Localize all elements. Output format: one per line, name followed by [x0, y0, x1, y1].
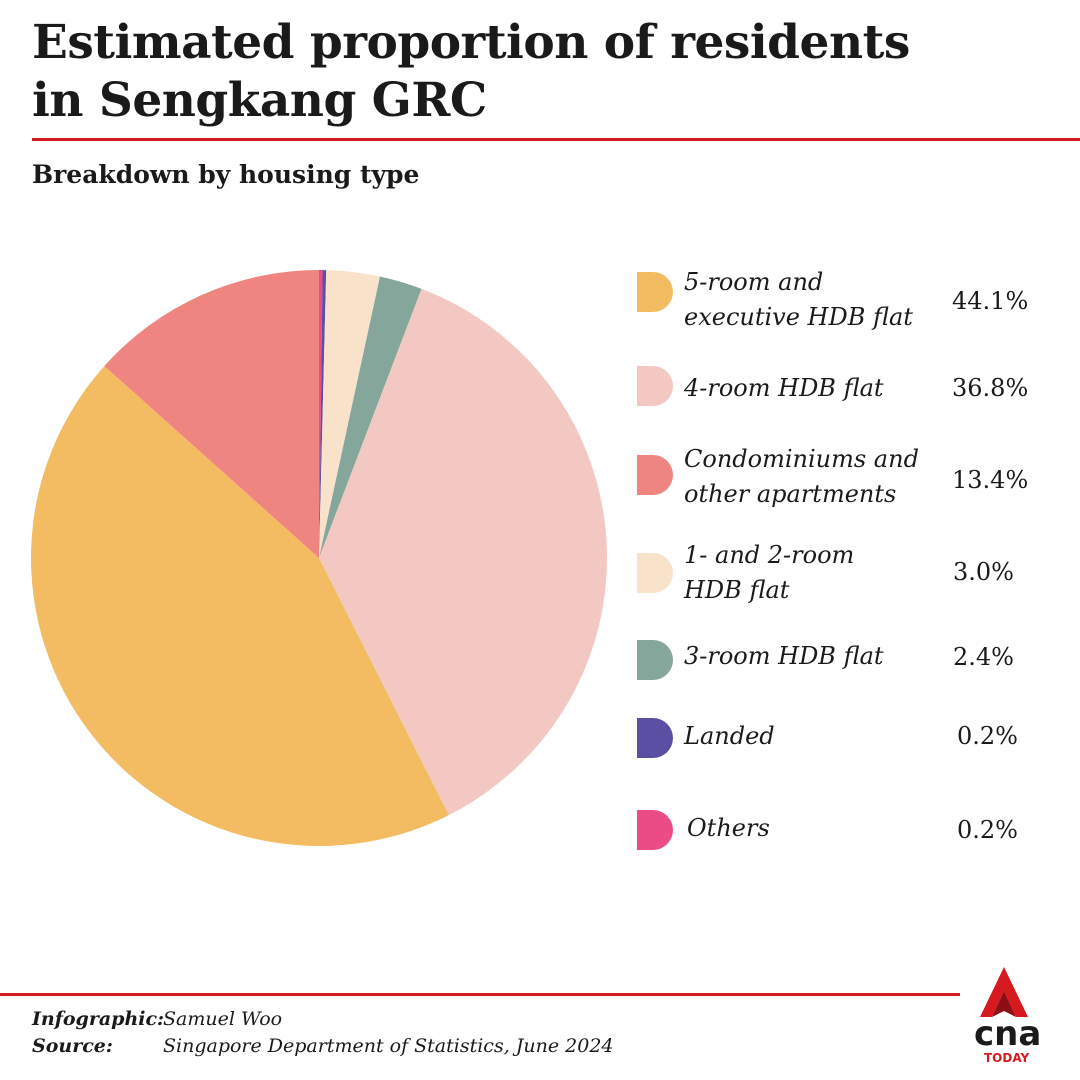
legend-swatch [637, 640, 673, 680]
bottom-divider [0, 993, 960, 996]
credit-source-value: Singapore Department of Statistics, June… [163, 1035, 614, 1057]
cna-logo: cna TODAY [974, 967, 1041, 1065]
pie-slice-0 [30, 366, 449, 846]
credit-infographic-key: Infographic: [32, 1008, 165, 1030]
legend-label: 1- and 2-room HDB flat [684, 541, 855, 604]
credit-infographic: Infographic:Samuel Woo [32, 1006, 282, 1032]
credit-source-key: Source: [32, 1035, 113, 1057]
legend-label: 3-room HDB flat [684, 642, 884, 670]
legend-swatch [637, 553, 673, 593]
legend-item: 4-room HDB flat 36.8% [637, 0, 1057, 406]
legend-item: 1- and 2-room HDB flat 3.0% [637, 0, 1057, 604]
credit-infographic-value: Samuel Woo [163, 1008, 283, 1030]
legend-value: 36.8% [952, 374, 1029, 402]
pie-slice-1 [319, 288, 607, 816]
legend-label: 5-room and executive HDB flat [684, 268, 913, 331]
legend-swatch [637, 455, 673, 495]
legend-value: 0.2% [957, 816, 1018, 844]
legend-value: 13.4% [952, 466, 1029, 494]
legend-value: 3.0% [953, 558, 1014, 586]
legend-value: 44.1% [952, 287, 1029, 315]
pie-slice-6 [319, 270, 323, 558]
legend-item: 3-room HDB flat 2.4% [637, 0, 1057, 680]
legend-label: 4-room HDB flat [684, 374, 884, 402]
legend-label: Condominiums and other apartments [684, 445, 919, 508]
chart-subtitle: Breakdown by housing type [32, 160, 420, 189]
legend-item: Condominiums and other apartments 13.4% [637, 0, 1057, 508]
legend-item: Others 0.2% [637, 0, 1057, 850]
legend-item: Landed 0.2% [637, 0, 1057, 758]
legend-label: Others [687, 814, 770, 842]
title-line-2: in Sengkang GRC [32, 73, 487, 128]
chart-title: Estimated proportion of residents in Sen… [32, 14, 932, 130]
logo-subtext: TODAY [984, 1051, 1029, 1065]
title-line-1: Estimated proportion of residents [32, 15, 910, 70]
legend-swatch [637, 272, 673, 312]
pie-slice-4 [319, 276, 422, 558]
pie-slice-2 [104, 270, 320, 558]
pie-slice-3 [319, 270, 380, 558]
legend-value: 0.2% [957, 722, 1018, 750]
legend-value: 2.4% [953, 643, 1014, 671]
logo-text: cna [974, 1014, 1041, 1054]
legend-label: Landed [684, 722, 775, 750]
pie-slice-5 [319, 270, 327, 558]
top-divider [32, 138, 1080, 141]
legend-swatch [637, 718, 673, 758]
legend-swatch [637, 810, 673, 850]
legend-swatch [637, 366, 673, 406]
credit-source: Source: Singapore Department of Statistic… [32, 1033, 614, 1059]
legend-item: 5-room and executive HDB flat 44.1% [637, 0, 1057, 331]
